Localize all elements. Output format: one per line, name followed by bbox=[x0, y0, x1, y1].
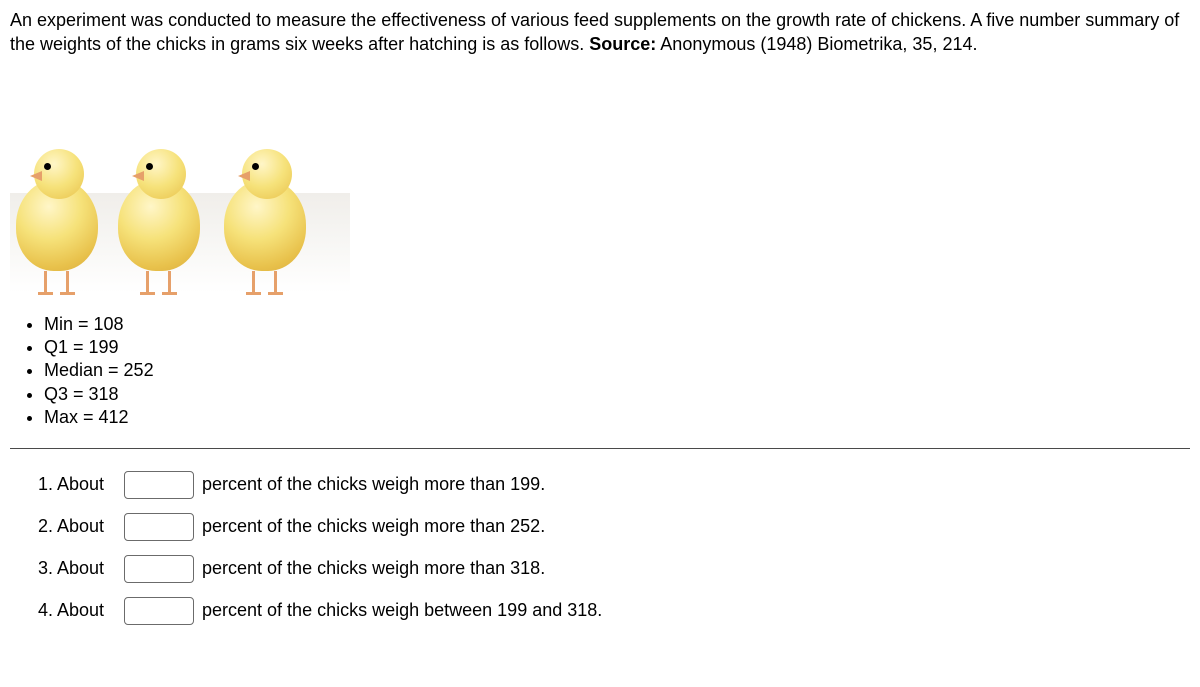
question-number: 3. About bbox=[38, 558, 124, 579]
question-tail: percent of the chicks weigh more than 31… bbox=[202, 558, 545, 579]
question-number: 2. About bbox=[38, 516, 124, 537]
list-item: Q3 = 318 bbox=[44, 383, 1190, 406]
answer-input[interactable] bbox=[124, 597, 194, 625]
list-item: Median = 252 bbox=[44, 359, 1190, 382]
list-item: Min = 108 bbox=[44, 313, 1190, 336]
questions-block: 1. About percent of the chicks weigh mor… bbox=[38, 471, 1190, 625]
question-number: 4. About bbox=[38, 600, 124, 621]
intro-paragraph: An experiment was conducted to measure t… bbox=[10, 8, 1190, 57]
list-item: Max = 412 bbox=[44, 406, 1190, 429]
question-row: 3. About percent of the chicks weigh mor… bbox=[38, 555, 1190, 583]
question-tail: percent of the chicks weigh more than 25… bbox=[202, 516, 545, 537]
question-number: 1. About bbox=[38, 474, 124, 495]
answer-input[interactable] bbox=[124, 471, 194, 499]
question-tail: percent of the chicks weigh between 199 … bbox=[202, 600, 602, 621]
answer-input[interactable] bbox=[124, 555, 194, 583]
question-row: 4. About percent of the chicks weigh bet… bbox=[38, 597, 1190, 625]
answer-input[interactable] bbox=[124, 513, 194, 541]
question-row: 1. About percent of the chicks weigh mor… bbox=[38, 471, 1190, 499]
question-row: 2. About percent of the chicks weigh mor… bbox=[38, 513, 1190, 541]
source-text: Anonymous (1948) Biometrika, 35, 214. bbox=[656, 34, 977, 54]
question-tail: percent of the chicks weigh more than 19… bbox=[202, 474, 545, 495]
source-label: Source: bbox=[589, 34, 656, 54]
chicks-image bbox=[10, 71, 350, 293]
five-number-summary: Min = 108 Q1 = 199 Median = 252 Q3 = 318… bbox=[44, 313, 1190, 430]
list-item: Q1 = 199 bbox=[44, 336, 1190, 359]
divider bbox=[10, 448, 1190, 449]
